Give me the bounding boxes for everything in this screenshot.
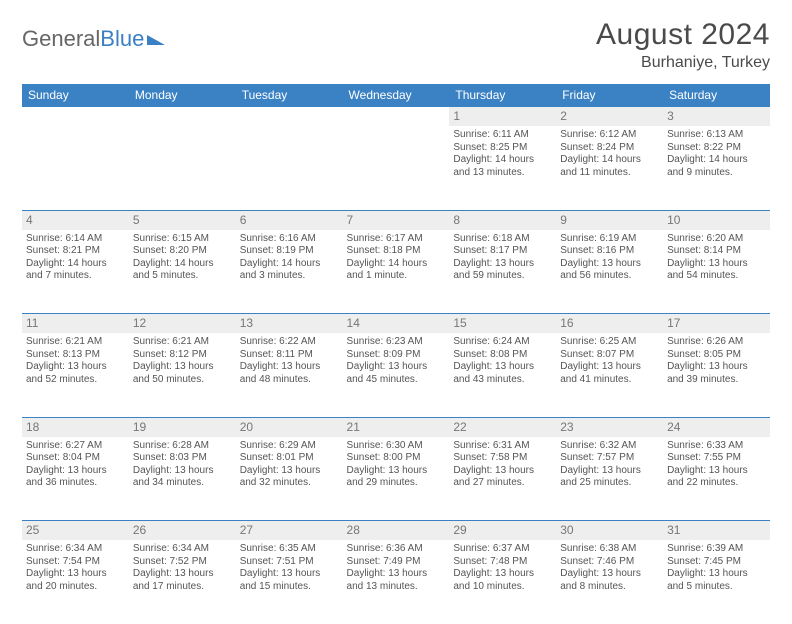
day-detail-cell: Sunrise: 6:33 AMSunset: 7:55 PMDaylight:… — [663, 437, 770, 521]
day-of-week-header: Thursday — [449, 84, 556, 107]
logo-word-1: General — [22, 26, 100, 51]
day-number-cell: 26 — [129, 521, 236, 541]
day-number-cell: 27 — [236, 521, 343, 541]
day-number-row: 11121314151617 — [22, 314, 770, 334]
day-number-cell: 6 — [236, 210, 343, 230]
day-number-cell — [129, 107, 236, 127]
day-number-cell: 20 — [236, 417, 343, 437]
day-number-cell: 23 — [556, 417, 663, 437]
day-number-cell: 9 — [556, 210, 663, 230]
day-of-week-header: Tuesday — [236, 84, 343, 107]
day-detail-cell: Sunrise: 6:21 AMSunset: 8:13 PMDaylight:… — [22, 333, 129, 417]
day-detail-cell: Sunrise: 6:29 AMSunset: 8:01 PMDaylight:… — [236, 437, 343, 521]
day-number-cell: 15 — [449, 314, 556, 334]
day-number-cell: 25 — [22, 521, 129, 541]
day-detail-cell: Sunrise: 6:39 AMSunset: 7:45 PMDaylight:… — [663, 540, 770, 624]
day-number-cell: 7 — [343, 210, 450, 230]
day-detail-cell: Sunrise: 6:34 AMSunset: 7:52 PMDaylight:… — [129, 540, 236, 624]
day-detail-cell: Sunrise: 6:22 AMSunset: 8:11 PMDaylight:… — [236, 333, 343, 417]
day-detail-cell: Sunrise: 6:12 AMSunset: 8:24 PMDaylight:… — [556, 126, 663, 210]
day-detail-cell: Sunrise: 6:15 AMSunset: 8:20 PMDaylight:… — [129, 230, 236, 314]
day-detail-cell: Sunrise: 6:13 AMSunset: 8:22 PMDaylight:… — [663, 126, 770, 210]
day-number-row: 25262728293031 — [22, 521, 770, 541]
day-detail-cell: Sunrise: 6:37 AMSunset: 7:48 PMDaylight:… — [449, 540, 556, 624]
day-of-week-header: Sunday — [22, 84, 129, 107]
day-of-week-header: Wednesday — [343, 84, 450, 107]
day-number-cell — [236, 107, 343, 127]
day-detail-row: Sunrise: 6:11 AMSunset: 8:25 PMDaylight:… — [22, 126, 770, 210]
day-detail-cell: Sunrise: 6:34 AMSunset: 7:54 PMDaylight:… — [22, 540, 129, 624]
day-detail-cell: Sunrise: 6:36 AMSunset: 7:49 PMDaylight:… — [343, 540, 450, 624]
day-detail-cell — [343, 126, 450, 210]
day-detail-row: Sunrise: 6:21 AMSunset: 8:13 PMDaylight:… — [22, 333, 770, 417]
day-detail-row: Sunrise: 6:14 AMSunset: 8:21 PMDaylight:… — [22, 230, 770, 314]
day-number-cell: 14 — [343, 314, 450, 334]
day-detail-cell: Sunrise: 6:21 AMSunset: 8:12 PMDaylight:… — [129, 333, 236, 417]
day-number-cell: 4 — [22, 210, 129, 230]
day-detail-cell — [22, 126, 129, 210]
day-number-row: 45678910 — [22, 210, 770, 230]
day-detail-cell: Sunrise: 6:32 AMSunset: 7:57 PMDaylight:… — [556, 437, 663, 521]
day-number-cell — [343, 107, 450, 127]
day-detail-cell: Sunrise: 6:14 AMSunset: 8:21 PMDaylight:… — [22, 230, 129, 314]
day-number-cell: 1 — [449, 107, 556, 127]
day-of-week-row: SundayMondayTuesdayWednesdayThursdayFrid… — [22, 84, 770, 107]
day-detail-cell: Sunrise: 6:27 AMSunset: 8:04 PMDaylight:… — [22, 437, 129, 521]
day-number-cell: 2 — [556, 107, 663, 127]
day-detail-cell: Sunrise: 6:31 AMSunset: 7:58 PMDaylight:… — [449, 437, 556, 521]
day-number-cell: 21 — [343, 417, 450, 437]
day-detail-cell: Sunrise: 6:16 AMSunset: 8:19 PMDaylight:… — [236, 230, 343, 314]
day-number-cell: 30 — [556, 521, 663, 541]
day-detail-cell — [236, 126, 343, 210]
day-number-row: 123 — [22, 107, 770, 127]
logo-triangle-icon — [147, 35, 165, 45]
day-number-cell: 3 — [663, 107, 770, 127]
day-number-cell: 12 — [129, 314, 236, 334]
day-number-cell: 16 — [556, 314, 663, 334]
day-detail-cell: Sunrise: 6:17 AMSunset: 8:18 PMDaylight:… — [343, 230, 450, 314]
day-detail-cell: Sunrise: 6:20 AMSunset: 8:14 PMDaylight:… — [663, 230, 770, 314]
day-detail-row: Sunrise: 6:34 AMSunset: 7:54 PMDaylight:… — [22, 540, 770, 624]
logo-text: GeneralBlue — [22, 26, 144, 52]
day-detail-cell: Sunrise: 6:19 AMSunset: 8:16 PMDaylight:… — [556, 230, 663, 314]
day-number-cell: 24 — [663, 417, 770, 437]
day-number-cell: 11 — [22, 314, 129, 334]
day-detail-cell: Sunrise: 6:23 AMSunset: 8:09 PMDaylight:… — [343, 333, 450, 417]
header: GeneralBlue August 2024 Burhaniye, Turke… — [22, 18, 770, 72]
day-detail-cell: Sunrise: 6:25 AMSunset: 8:07 PMDaylight:… — [556, 333, 663, 417]
day-detail-cell: Sunrise: 6:24 AMSunset: 8:08 PMDaylight:… — [449, 333, 556, 417]
day-number-cell: 8 — [449, 210, 556, 230]
day-detail-cell: Sunrise: 6:11 AMSunset: 8:25 PMDaylight:… — [449, 126, 556, 210]
day-detail-cell: Sunrise: 6:30 AMSunset: 8:00 PMDaylight:… — [343, 437, 450, 521]
day-detail-cell: Sunrise: 6:26 AMSunset: 8:05 PMDaylight:… — [663, 333, 770, 417]
day-number-cell: 13 — [236, 314, 343, 334]
day-number-cell: 31 — [663, 521, 770, 541]
day-number-cell: 18 — [22, 417, 129, 437]
day-number-cell: 19 — [129, 417, 236, 437]
day-number-cell: 29 — [449, 521, 556, 541]
day-of-week-header: Monday — [129, 84, 236, 107]
day-number-cell: 17 — [663, 314, 770, 334]
day-of-week-header: Saturday — [663, 84, 770, 107]
day-detail-cell: Sunrise: 6:35 AMSunset: 7:51 PMDaylight:… — [236, 540, 343, 624]
location-label: Burhaniye, Turkey — [596, 54, 770, 72]
day-number-cell — [22, 107, 129, 127]
day-detail-row: Sunrise: 6:27 AMSunset: 8:04 PMDaylight:… — [22, 437, 770, 521]
logo-word-2: Blue — [100, 26, 144, 51]
day-detail-cell: Sunrise: 6:18 AMSunset: 8:17 PMDaylight:… — [449, 230, 556, 314]
day-number-cell: 28 — [343, 521, 450, 541]
day-number-cell: 22 — [449, 417, 556, 437]
day-detail-cell — [129, 126, 236, 210]
day-number-cell: 5 — [129, 210, 236, 230]
day-detail-cell: Sunrise: 6:28 AMSunset: 8:03 PMDaylight:… — [129, 437, 236, 521]
day-of-week-header: Friday — [556, 84, 663, 107]
day-number-cell: 10 — [663, 210, 770, 230]
day-detail-cell: Sunrise: 6:38 AMSunset: 7:46 PMDaylight:… — [556, 540, 663, 624]
page-title: August 2024 — [596, 18, 770, 52]
logo: GeneralBlue — [22, 18, 165, 52]
title-block: August 2024 Burhaniye, Turkey — [596, 18, 770, 72]
day-number-row: 18192021222324 — [22, 417, 770, 437]
calendar-table: SundayMondayTuesdayWednesdayThursdayFrid… — [22, 84, 770, 624]
